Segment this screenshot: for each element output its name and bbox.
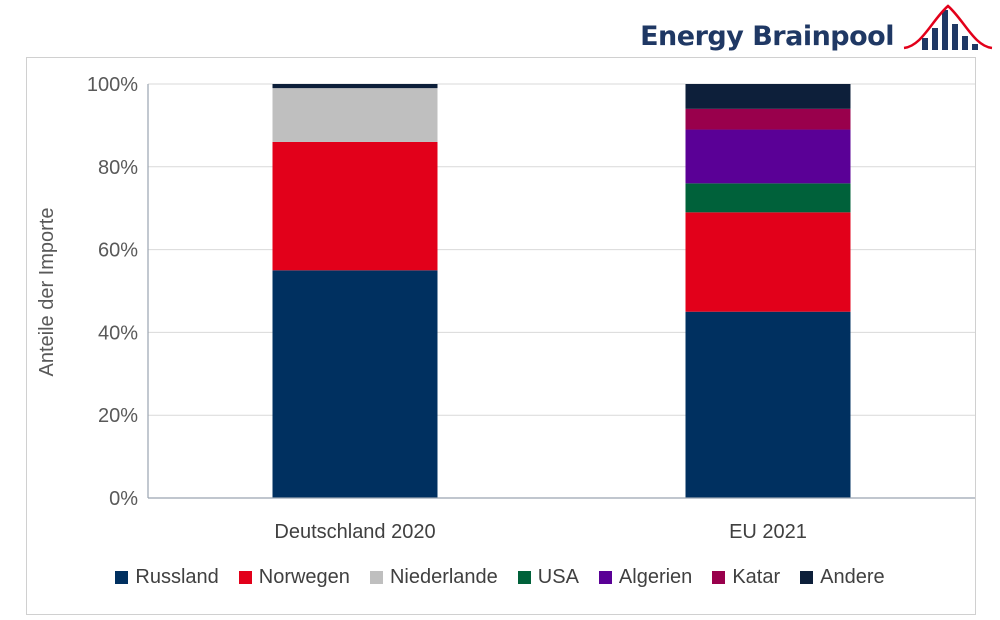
legend-swatch <box>517 571 531 584</box>
logo-bar <box>962 36 968 50</box>
legend-swatch <box>598 571 612 584</box>
logo-bar <box>952 24 958 50</box>
logo-bar <box>942 10 948 50</box>
y-tick-label: 0% <box>109 488 138 510</box>
y-tick-label: 100% <box>87 74 138 96</box>
bar-segment-norwegen <box>685 212 851 312</box>
logo-bar <box>972 44 978 50</box>
energy-brainpool-logo: Energy Brainpool <box>640 0 994 55</box>
bar-segment-andere <box>272 84 438 89</box>
legend-item-usa: USA <box>517 566 579 589</box>
legend-label: Norwegen <box>258 566 350 588</box>
bar-segment-niederlande <box>272 88 438 142</box>
y-tick-label: 80% <box>98 157 138 179</box>
legend-item-katar: Katar <box>712 566 780 589</box>
stacked-bar-chart: 0% 20% 40% 60% 80% 100% Deutschland 2020 EU 20… <box>36 74 975 543</box>
legend-swatch <box>800 571 814 584</box>
legend-item-algerien: Algerien <box>598 566 693 589</box>
bell-curve-bars-icon <box>903 4 993 50</box>
y-axis-label: Anteile der Importe <box>36 208 58 377</box>
bar-segment-norwegen <box>272 141 438 271</box>
x-tick-label: EU 2021 <box>729 521 807 543</box>
y-tick-label: 40% <box>98 322 138 344</box>
bar-segment-andere <box>685 84 851 109</box>
bar-segment-usa <box>685 183 851 213</box>
legend-label: USA <box>537 566 579 588</box>
legend: Russland Norwegen Niederlande USA Algerien Ka… <box>0 566 1000 589</box>
legend-swatch <box>115 571 129 584</box>
logo-bar <box>932 28 938 50</box>
chart-frame <box>26 57 976 615</box>
legend-swatch <box>238 571 252 584</box>
bar-segment-russland <box>272 270 438 498</box>
bar-segment-algerien <box>685 129 851 184</box>
legend-swatch <box>369 571 383 584</box>
logo-bar <box>922 38 928 50</box>
y-tick-label: 20% <box>98 405 138 427</box>
legend-item-niederlande: Niederlande <box>369 566 498 589</box>
legend-label: Algerien <box>618 566 693 588</box>
legend-item-norwegen: Norwegen <box>238 566 350 589</box>
bar-segment-russland <box>685 311 851 498</box>
legend-swatch <box>712 571 726 584</box>
bar-segment-katar <box>685 108 851 130</box>
y-tick-label: 60% <box>98 240 138 262</box>
legend-item-russland: Russland <box>115 566 219 589</box>
legend-label: Russland <box>135 566 219 588</box>
logo-text: Energy Brainpool <box>640 21 894 52</box>
legend-label: Niederlande <box>389 566 498 588</box>
x-tick-label: Deutschland 2020 <box>274 521 435 543</box>
legend-item-andere: Andere <box>800 566 885 589</box>
legend-label: Andere <box>820 566 885 588</box>
legend-label: Katar <box>732 566 781 588</box>
